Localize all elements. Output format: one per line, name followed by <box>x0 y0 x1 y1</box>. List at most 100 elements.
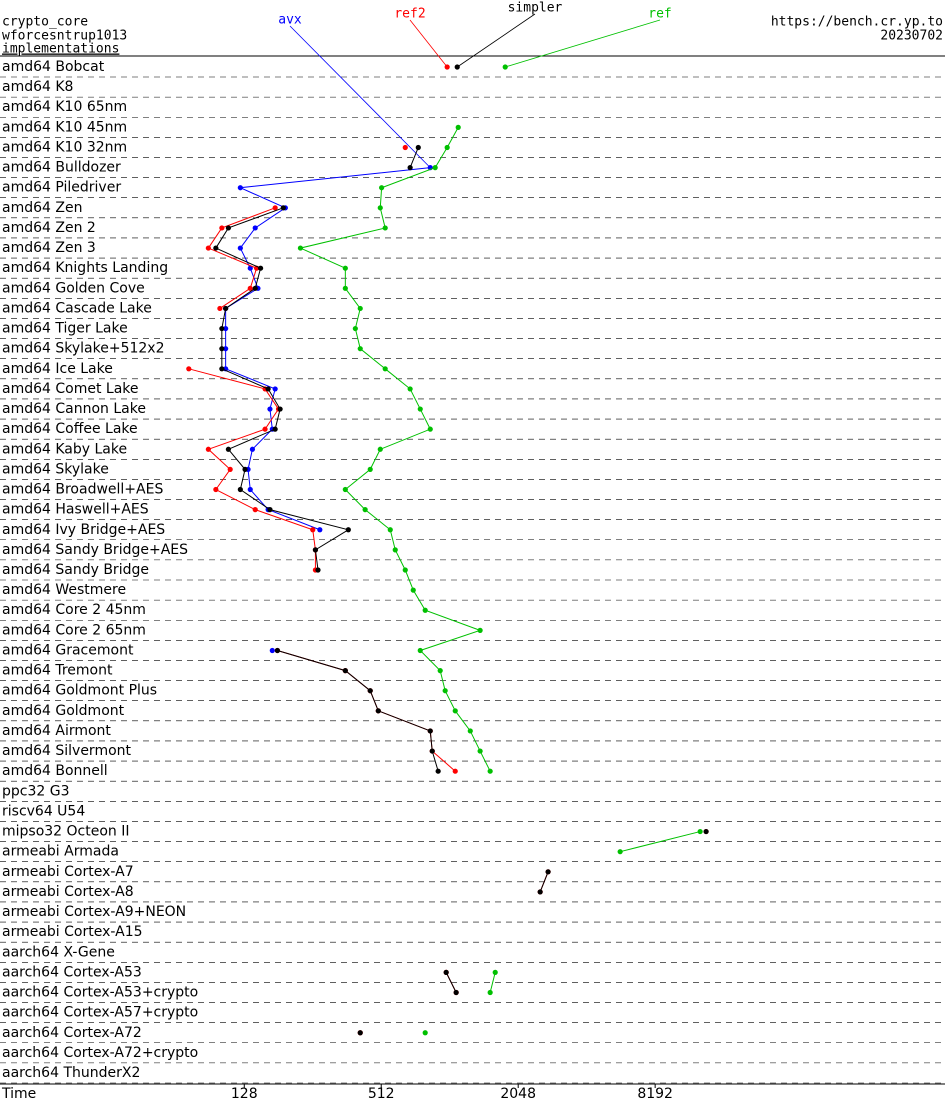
data-point <box>422 607 428 613</box>
series-line <box>277 650 456 772</box>
row-label: amd64 Golden Cove <box>2 280 145 296</box>
data-point <box>427 426 433 432</box>
data-point <box>502 64 508 70</box>
data-point <box>357 1030 363 1036</box>
row-label: amd64 Bonnell <box>2 763 108 779</box>
data-point <box>247 486 253 493</box>
series-line <box>225 167 431 531</box>
data-point <box>219 325 225 332</box>
data-point <box>377 446 383 452</box>
data-point <box>252 285 258 291</box>
row-label: amd64 K10 65nm <box>2 99 127 115</box>
data-point <box>452 708 458 714</box>
series-line <box>409 147 419 168</box>
data-point <box>377 205 383 211</box>
series-line <box>188 368 316 570</box>
legend-leader <box>457 13 536 68</box>
data-point <box>367 466 373 472</box>
series-line <box>539 871 549 893</box>
data-point <box>219 346 225 352</box>
data-point <box>455 124 461 130</box>
row-label: amd64 Tremont <box>2 663 113 679</box>
legend-label: avx <box>278 13 302 28</box>
row-label: amd64 Comet Lake <box>2 381 139 397</box>
data-point <box>537 889 543 895</box>
row-label: amd64 K8 <box>2 79 73 95</box>
data-point <box>357 305 363 312</box>
row-label: aarch64 Cortex-A57+crypto <box>2 1005 198 1021</box>
data-point <box>249 446 256 452</box>
data-point <box>703 828 709 835</box>
data-point <box>429 748 435 754</box>
data-point <box>267 406 273 412</box>
row-label: amd64 Zen 3 <box>2 240 96 256</box>
data-point <box>213 486 219 493</box>
data-point <box>205 245 211 251</box>
data-point <box>442 688 448 694</box>
data-point <box>617 849 623 855</box>
data-point <box>387 527 393 533</box>
data-point <box>252 225 258 231</box>
data-point <box>382 366 388 372</box>
row-label: amd64 Bobcat <box>2 59 105 75</box>
row-label: amd64 Core 2 65nm <box>2 622 146 638</box>
data-point <box>205 446 211 452</box>
data-point <box>432 165 438 171</box>
data-point <box>272 386 278 392</box>
data-point <box>269 647 275 654</box>
row-label: aarch64 Cortex-A53 <box>2 964 142 980</box>
row-label: amd64 Skylake <box>2 461 109 477</box>
header-right: https://bench.cr.yp.to <box>771 15 943 30</box>
data-point <box>186 366 192 372</box>
data-point <box>467 728 473 734</box>
data-point <box>477 748 483 754</box>
row-label: amd64 Kaby Lake <box>2 441 127 457</box>
data-point <box>265 386 271 392</box>
data-point <box>435 768 441 774</box>
data-point <box>382 225 388 231</box>
data-point <box>379 185 385 191</box>
data-point <box>312 547 319 553</box>
data-point <box>225 446 231 452</box>
data-point <box>242 466 248 472</box>
row-label: amd64 Cannon Lake <box>2 401 146 417</box>
data-point <box>297 245 304 251</box>
data-point <box>487 989 493 996</box>
data-point <box>315 567 321 573</box>
data-point <box>213 245 219 251</box>
data-point <box>272 205 278 211</box>
data-point <box>217 305 223 312</box>
data-point <box>227 466 233 472</box>
data-point <box>342 486 348 493</box>
row-label: amd64 K10 45nm <box>2 119 127 135</box>
series-line <box>489 972 496 993</box>
data-point <box>225 225 231 231</box>
data-point <box>247 285 253 291</box>
data-point <box>262 426 268 432</box>
row-label: amd64 Knights Landing <box>2 260 168 276</box>
row-label: aarch64 Cortex-A53+crypto <box>2 985 198 1001</box>
series-line <box>298 127 491 772</box>
data-point <box>267 507 273 513</box>
row-label: amd64 Ice Lake <box>2 361 113 377</box>
data-point <box>257 265 264 271</box>
data-point <box>277 406 283 412</box>
row-label: amd64 Zen 2 <box>2 220 96 236</box>
row-label: amd64 Goldmont <box>2 703 125 719</box>
series-line <box>620 831 701 853</box>
data-point <box>437 668 443 674</box>
data-point <box>223 305 229 312</box>
data-point <box>402 144 408 151</box>
data-point <box>453 989 459 996</box>
data-point <box>252 507 258 513</box>
x-tick-label: 128 <box>231 1086 258 1102</box>
legend-leader <box>505 19 661 68</box>
legend-leader <box>409 19 448 68</box>
row-label: armeabi Cortex-A7 <box>2 864 134 880</box>
row-label: amd64 Goldmont Plus <box>2 683 157 699</box>
row-label: amd64 Silvermont <box>2 743 132 759</box>
series-line <box>277 650 439 772</box>
data-point <box>272 426 278 432</box>
data-point <box>444 64 450 70</box>
